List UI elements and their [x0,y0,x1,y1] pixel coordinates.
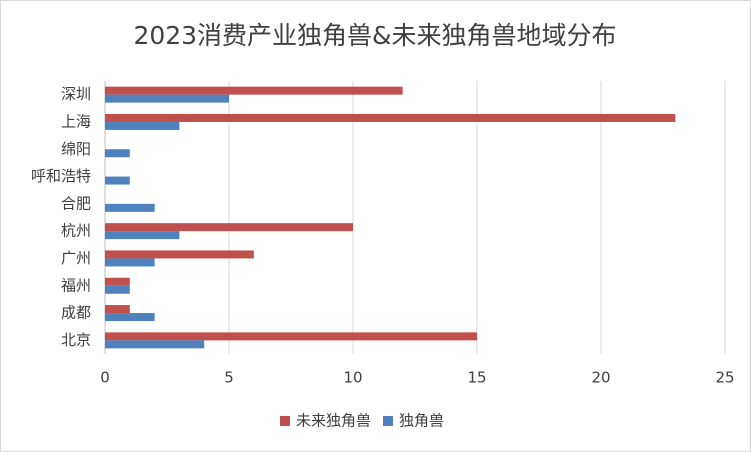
x-tick-label: 15 [467,369,486,387]
y-tick-label: 杭州 [61,222,91,240]
y-tick-label: 广州 [61,249,91,267]
y-tick-label: 成都 [61,304,91,322]
y-tick-label: 合肥 [61,194,91,212]
x-tick-label: 25 [715,369,734,387]
y-tick-label: 上海 [61,112,91,130]
x-tick-label: 10 [343,369,362,387]
bar [105,313,155,322]
bar [105,250,254,259]
y-tick-label: 深圳 [61,85,91,103]
bar [105,113,676,122]
legend-swatch [383,416,394,426]
bar [105,258,155,267]
x-tick-label: 20 [591,369,610,387]
bar [105,86,403,95]
bar [105,149,130,158]
bar [105,305,130,314]
bar [105,223,353,232]
y-tick-label: 北京 [61,331,91,349]
chart-title: 2023消费产业独角兽&未来独角兽地域分布 [133,21,616,50]
bar [105,332,477,341]
y-tick-label: 呼和浩特 [31,167,91,185]
bar [105,121,180,130]
x-tick-label: 0 [100,369,110,387]
bar [105,277,130,286]
y-tick-label: 福州 [61,276,91,294]
legend-label: 未来独角兽 [296,412,371,430]
y-tick-label: 绵阳 [61,140,91,158]
bar [105,176,130,185]
legend-swatch [280,416,290,426]
bar [105,340,205,349]
bar [105,285,130,294]
bar [105,231,180,240]
bar [105,203,155,212]
x-tick-label: 5 [224,369,234,387]
bar [105,94,229,103]
legend-label: 独角兽 [399,412,444,430]
